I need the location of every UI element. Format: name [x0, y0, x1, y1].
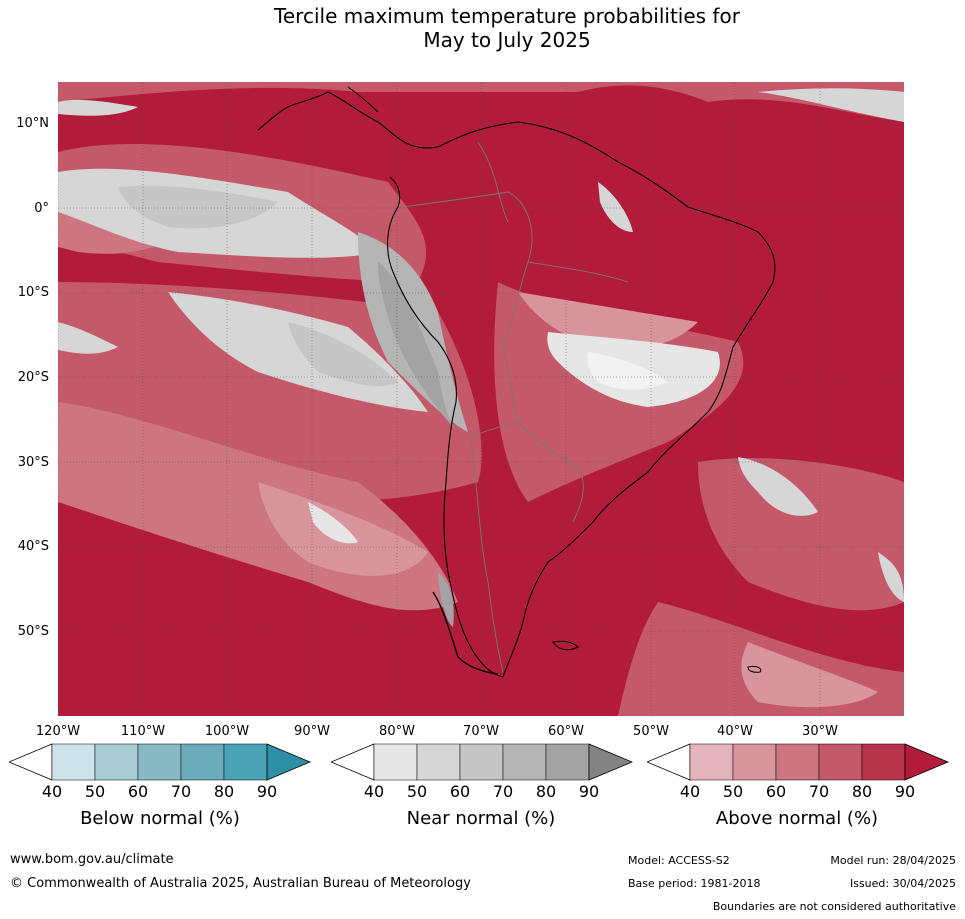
colorbar-segment	[647, 744, 690, 780]
colorbar-tick: 40	[42, 782, 62, 801]
title-line-2: May to July 2025	[0, 28, 965, 52]
colorbar-tick: 60	[128, 782, 148, 801]
colorbar-tick: 70	[493, 782, 513, 801]
colorbar-tick: 50	[723, 782, 743, 801]
title-line-1: Tercile maximum temperature probabilitie…	[0, 4, 965, 28]
colorbar-tick: 90	[257, 782, 277, 801]
colorbar-segment	[503, 744, 546, 780]
colorbar-above-normal	[647, 743, 949, 781]
lon-label: 30°W	[802, 724, 838, 739]
colorbar-label-above-normal: Above normal (%)	[716, 808, 878, 829]
colorbar-tick: 70	[809, 782, 829, 801]
colorbar-tick: 50	[85, 782, 105, 801]
boundaries-disclaimer: Boundaries are not considered authoritat…	[713, 900, 956, 913]
colorbar-tick: 60	[450, 782, 470, 801]
lat-label: 50°S	[18, 624, 49, 639]
colorbar-tick: 90	[895, 782, 915, 801]
colorbar-segment	[331, 744, 374, 780]
colorbar-label-near-normal: Near normal (%)	[407, 808, 556, 829]
colorbar-segment	[52, 744, 95, 780]
colorbar-tick: 70	[171, 782, 191, 801]
colorbar-segment	[181, 744, 224, 780]
colorbar-tick: 90	[579, 782, 599, 801]
colorbar-tick: 50	[407, 782, 427, 801]
colorbar-segment	[905, 744, 948, 780]
colorbar-tick: 40	[680, 782, 700, 801]
colorbar-segment	[460, 744, 503, 780]
probability-map[interactable]	[58, 82, 904, 716]
colorbar-segment	[690, 744, 733, 780]
website-link[interactable]: www.bom.gov.au/climate	[10, 852, 174, 867]
lon-label: 110°W	[121, 724, 165, 739]
colorbar-segment	[9, 744, 52, 780]
lat-label: 10°N	[16, 116, 49, 131]
colorbar-near-normal	[331, 743, 633, 781]
lat-label: 30°S	[18, 455, 49, 470]
colorbar-segment	[819, 744, 862, 780]
colorbar-segment	[546, 744, 589, 780]
colorbar-tick: 80	[536, 782, 556, 801]
colorbar-segment	[267, 744, 310, 780]
lon-label: 120°W	[36, 724, 80, 739]
lon-label: 80°W	[379, 724, 415, 739]
model-run-date: Model run: 28/04/2025	[830, 854, 956, 867]
colorbar-tick: 60	[766, 782, 786, 801]
colorbar-segment	[776, 744, 819, 780]
colorbar-segment	[374, 744, 417, 780]
colorbar-segment	[862, 744, 905, 780]
colorbar-segment	[733, 744, 776, 780]
base-period: Base period: 1981-2018	[628, 877, 760, 890]
colorbar-segment	[417, 744, 460, 780]
model-name: Model: ACCESS-S2	[628, 854, 730, 867]
copyright-notice: © Commonwealth of Australia 2025, Austra…	[10, 876, 471, 891]
colorbar-tick: 80	[852, 782, 872, 801]
colorbar-segment	[138, 744, 181, 780]
map-svg	[58, 82, 904, 716]
lon-label: 50°W	[633, 724, 669, 739]
issued-date: Issued: 30/04/2025	[850, 877, 956, 890]
lon-label: 90°W	[294, 724, 330, 739]
lat-label: 20°S	[18, 370, 49, 385]
lat-label: 40°S	[18, 539, 49, 554]
lat-label: 10°S	[18, 285, 49, 300]
chart-title: Tercile maximum temperature probabilitie…	[0, 4, 965, 52]
colorbar-tick: 80	[214, 782, 234, 801]
colorbar-label-below-normal: Below normal (%)	[80, 808, 240, 829]
lat-label: 0°	[34, 201, 49, 216]
lon-label: 70°W	[463, 724, 499, 739]
colorbar-segment	[589, 744, 632, 780]
lon-label: 60°W	[548, 724, 584, 739]
lon-label: 100°W	[205, 724, 249, 739]
colorbar-below-normal	[9, 743, 311, 781]
colorbar-segment	[95, 744, 138, 780]
lon-label: 40°W	[717, 724, 753, 739]
colorbar-tick: 40	[364, 782, 384, 801]
colorbar-segment	[224, 744, 267, 780]
